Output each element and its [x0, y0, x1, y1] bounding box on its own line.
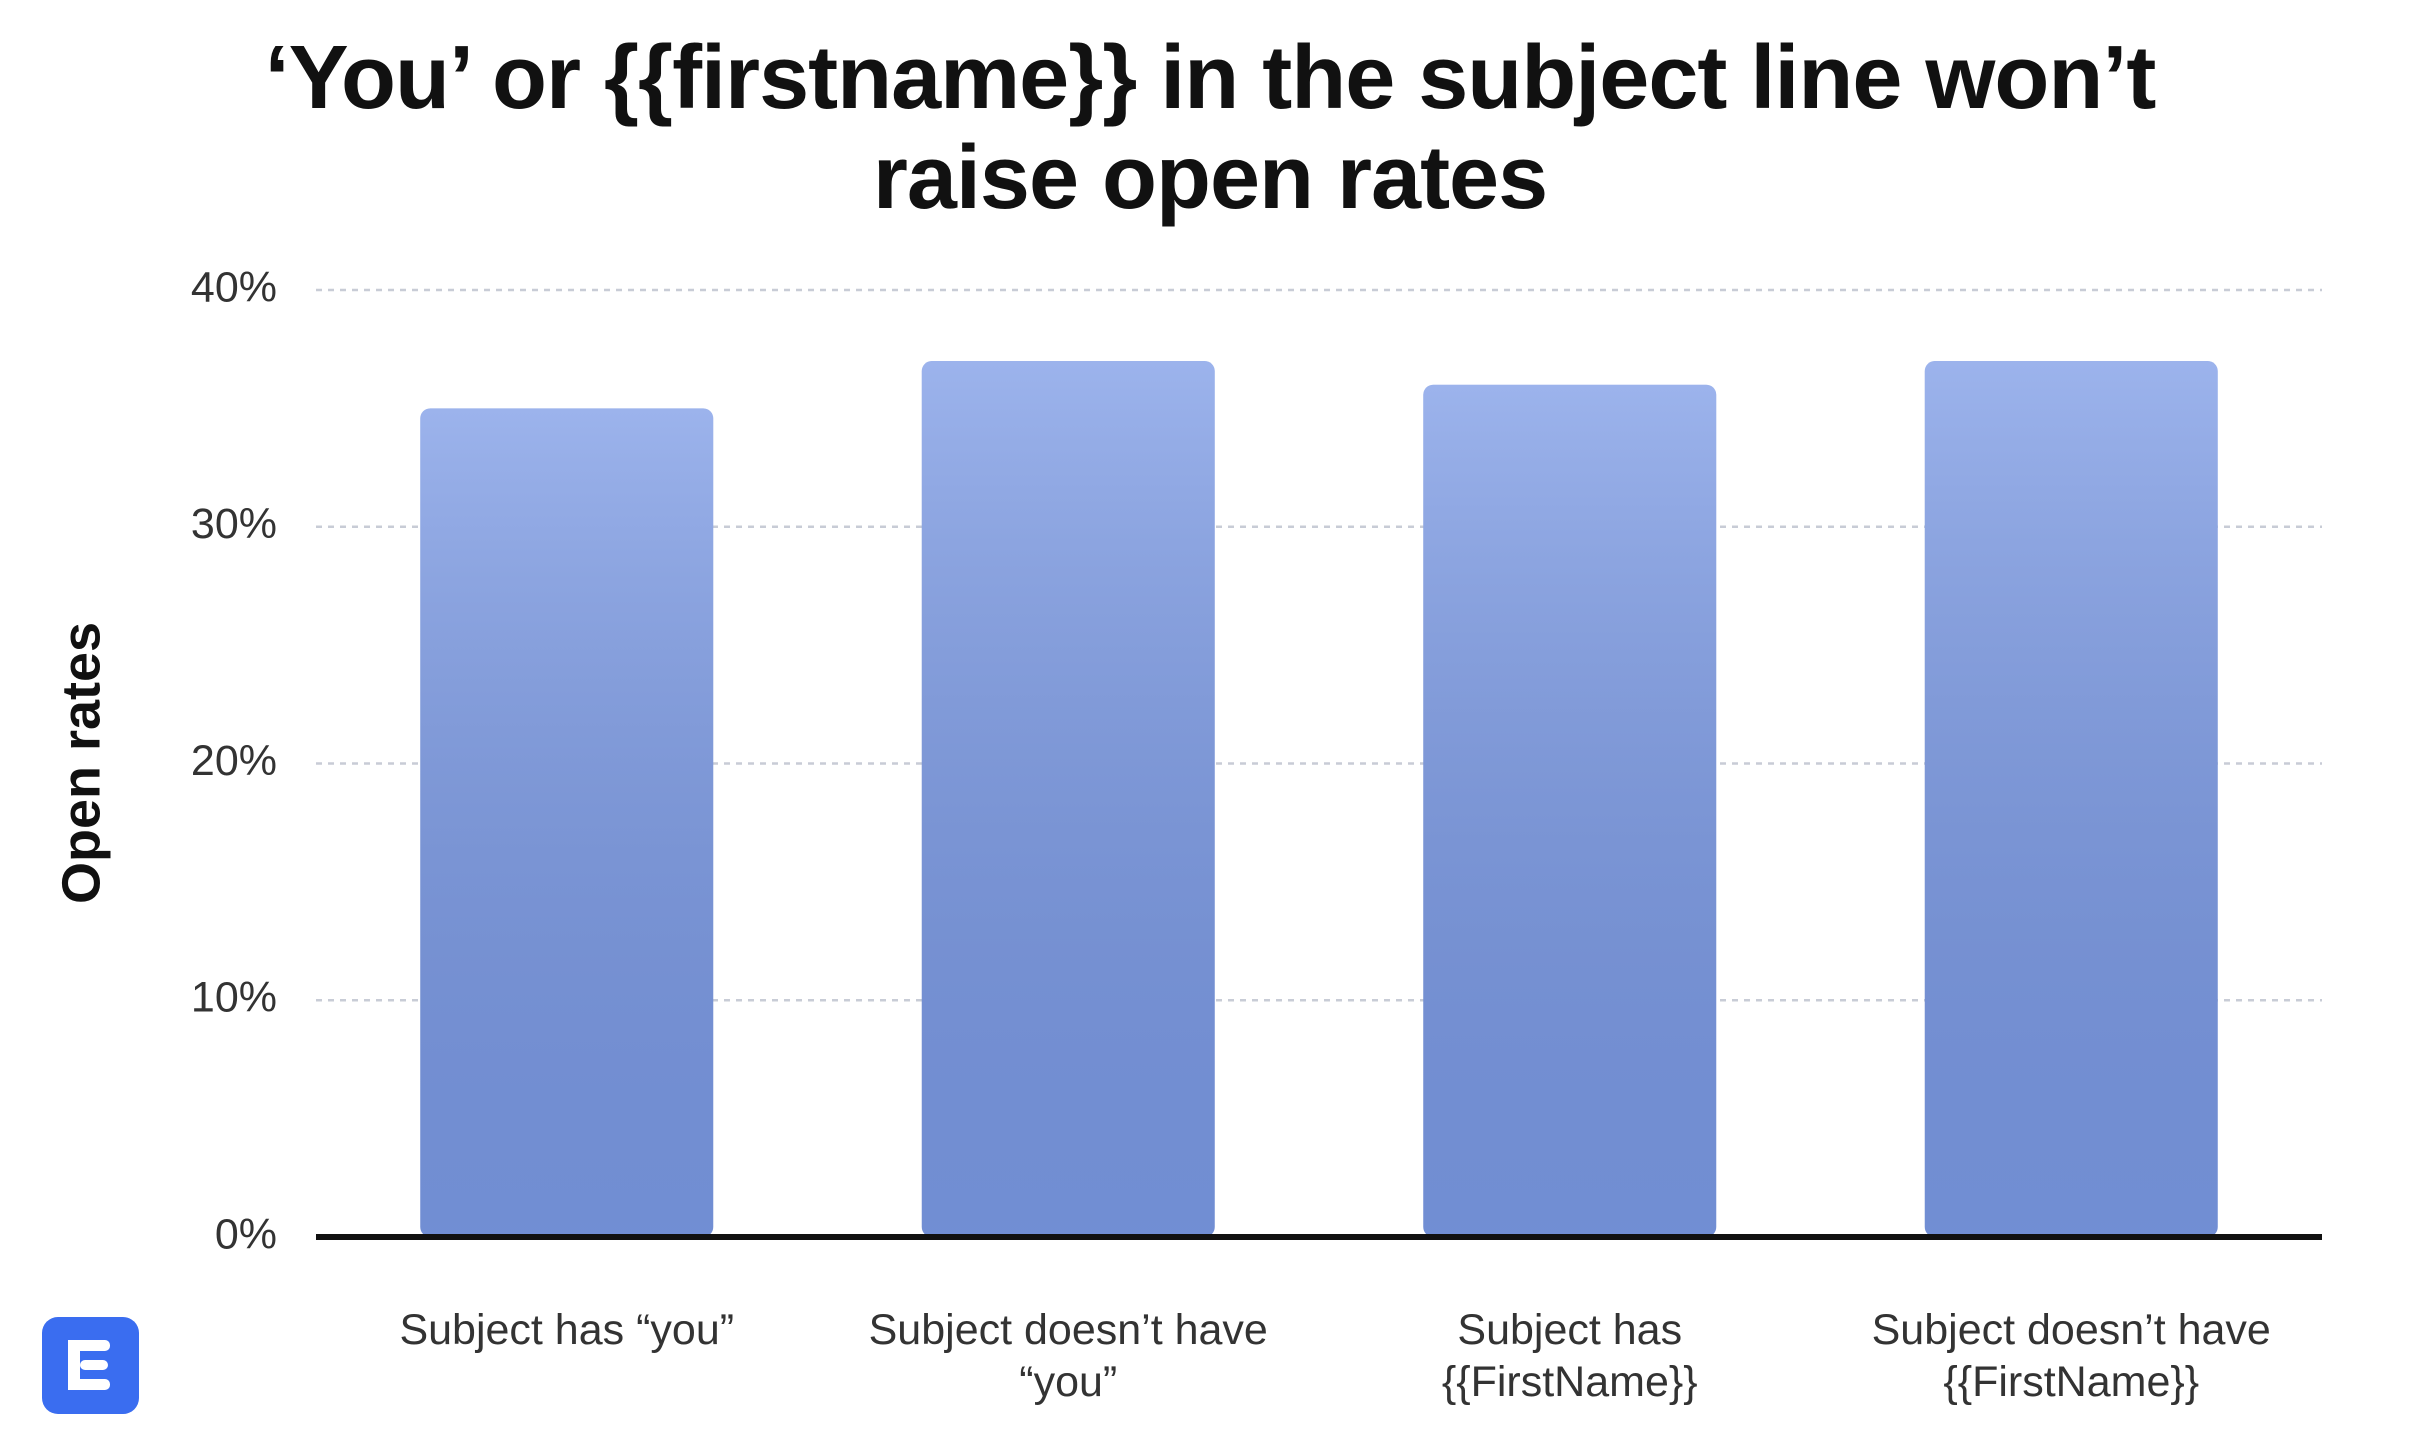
logo: [42, 1317, 139, 1414]
bar: [1924, 361, 2218, 1237]
x-tick-label: Subject doesn’t have {{FirstName}}: [1871, 1306, 2271, 1406]
bar: [420, 408, 714, 1237]
chart-title: ‘You’ or {{firstname}} in the subject li…: [264, 28, 2157, 228]
bar: [1423, 384, 1717, 1237]
y-tick-label: 30%: [191, 500, 277, 548]
y-axis-label: Open rates: [51, 622, 111, 904]
y-tick-label: 40%: [191, 263, 277, 311]
x-tick-label: Subject doesn’t have “you”: [868, 1306, 1268, 1406]
y-tick-label: 20%: [191, 737, 277, 785]
y-tick-label: 10%: [191, 974, 277, 1022]
bar: [921, 361, 1215, 1237]
x-tick-label: Subject has “you”: [399, 1306, 735, 1354]
x-tick-label: Subject has {{FirstName}}: [1441, 1306, 1698, 1406]
y-tick-label: 0%: [215, 1210, 277, 1258]
